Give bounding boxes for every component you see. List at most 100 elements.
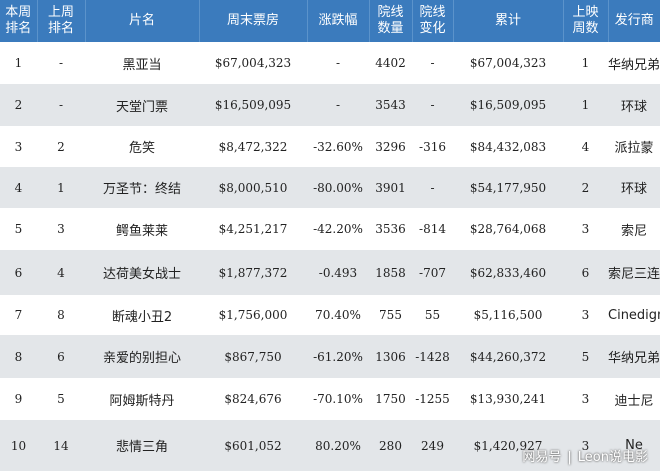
cell-last-rank: 2 [37,126,85,167]
cell-rank: 10 [0,420,37,471]
cell-theaters: 4402 [369,42,412,84]
cell-weeks: 1 [563,84,608,126]
table-row: 6 4 达荷美女战士 $1,877,372 -0.493 1858 -707 $62,833,… [0,250,660,295]
header-weekend-gross: 周末票房 [199,0,308,42]
cell-change: - [307,42,369,84]
cell-weekend-gross: $824,676 [199,378,307,420]
cell-total-gross: $62,833,460 [453,250,563,295]
cell-rank: 9 [0,378,37,420]
cell-total-gross: $16,509,095 [453,84,563,126]
table-row: 7 8 断魂小丑2 $1,756,000 70.40% 755 55 $5,116,500 3 C… [0,295,660,335]
cell-rank: 6 [0,250,37,295]
cell-change: -42.20% [307,208,369,250]
cell-last-rank: 1 [37,167,85,208]
cell-weekend-gross: $1,877,372 [199,250,307,295]
watermark-separator: | [567,450,572,465]
table-row: 9 5 阿姆斯特丹 $824,676 -70.10% 1750 -1255 $13,930,2… [0,378,660,420]
cell-theater-change: - [412,84,453,126]
table-row: 5 3 鳄鱼莱莱 $4,251,217 -42.20% 3536 -814 $28,764,0… [0,208,660,250]
cell-rank: 1 [0,42,37,84]
cell-last-rank: 14 [37,420,85,471]
cell-theater-change: -1428 [412,335,453,378]
cell-change: -80.00% [307,167,369,208]
cell-weeks: 3 [563,295,608,335]
cell-weeks: 1 [563,42,608,84]
cell-last-rank: - [37,84,85,126]
table-row: 4 1 万圣节：终结 $8,000,510 -80.00% 3901- $54,177,95… [0,167,660,208]
cell-distributor: Ne [608,420,660,471]
cell-theaters: 3543 [369,84,412,126]
cell-title: 达荷美女战士 [85,250,199,295]
cell-theaters: 755 [369,295,412,335]
cell-rank: 8 [0,335,37,378]
cell-distributor: 华纳兄弟 [608,335,660,378]
cell-theater-change: -316 [412,126,453,167]
cell-weeks: 3 [563,208,608,250]
cell-distributor: 索尼三连星 [608,250,660,295]
header-theater-change: 院线 变化 [412,0,454,42]
cell-theaters: 3296 [369,126,412,167]
header-theaters: 院线 数量 [369,0,413,42]
cell-weekend-gross: $4,251,217 [199,208,307,250]
cell-theaters: 1858 [369,250,412,295]
cell-weeks: 4 [563,126,608,167]
cell-theaters: 280 [369,420,412,471]
header-title: 片名 [85,0,200,42]
cell-rank: 2 [0,84,37,126]
cell-weekend-gross: $67,004,323 [199,42,307,84]
cell-total-gross: $44,260,372 [453,335,563,378]
cell-total-gross: $1,420,927 [453,420,563,471]
header-this-week-rank: 本周 排名 [0,0,38,42]
cell-theater-change: -707 [412,250,453,295]
cell-change: -0.493 [307,250,369,295]
cell-title: 阿姆斯特丹 [85,378,199,420]
cell-last-rank: 6 [37,335,85,378]
cell-rank: 7 [0,295,37,335]
cell-rank: 5 [0,208,37,250]
cell-weekend-gross: $601,052 [199,420,307,471]
cell-last-rank: 3 [37,208,85,250]
cell-title: 天堂门票 [85,84,199,126]
watermark: 网易号 | Leon说电影 [522,446,648,465]
cell-theater-change: -814 [412,208,453,250]
cell-weeks: 5 [563,335,608,378]
cell-title: 亲爱的别担心 [85,335,199,378]
cell-change: 80.20% [307,420,369,471]
cell-change: -61.20% [307,335,369,378]
header-total-gross: 累计 [453,0,564,42]
table-row: 3 2 危笑 $8,472,322 -32.60% 3296 -316 $84,432,083… [0,126,660,167]
header-change: 涨跌幅 [307,0,370,42]
cell-last-rank: 5 [37,378,85,420]
cell-total-gross: $5,116,500 [453,295,563,335]
cell-title: 万圣节：终结 [85,167,199,208]
cell-change: 70.40% [307,295,369,335]
cell-total-gross: $84,432,083 [453,126,563,167]
cell-total-gross: $67,004,323 [453,42,563,84]
cell-weekend-gross: $16,509,095 [199,84,307,126]
cell-weekend-gross: $8,000,510 [199,167,307,208]
cell-theaters: 3536 [369,208,412,250]
cell-distributor: 环球 [608,167,660,208]
cell-theater-change: - [412,167,453,208]
cell-distributor: 华纳兄弟 [608,42,660,84]
table-body: 1- 黑亚当 $67,004,323-4402- $67,004,323 1 华纳兄弟 2-… [0,42,660,471]
table-header: 本周 排名 上周 排名 片名 周末票房 涨跌幅 院线 数量 院线 变化 累计 上… [0,0,660,42]
watermark-brand: 网易号 [522,450,562,465]
cell-weeks: 3 [563,378,608,420]
cell-theater-change: - [412,42,453,84]
cell-last-rank: 8 [37,295,85,335]
header-distributor: 发行商 [608,0,660,42]
cell-distributor: 迪士尼 [608,378,660,420]
table-row: 1- 黑亚当 $67,004,323-4402- $67,004,323 1 华纳兄弟 [0,42,660,84]
cell-theater-change: -1255 [412,378,453,420]
cell-title: 悲情三角 [85,420,199,471]
cell-change: - [307,84,369,126]
cell-change: -70.10% [307,378,369,420]
cell-distributor: Cinedigm [608,295,660,335]
cell-weekend-gross: $867,750 [199,335,307,378]
cell-title: 危笑 [85,126,199,167]
cell-distributor: 派拉蒙 [608,126,660,167]
cell-title: 黑亚当 [85,42,199,84]
cell-title: 断魂小丑2 [85,295,199,335]
